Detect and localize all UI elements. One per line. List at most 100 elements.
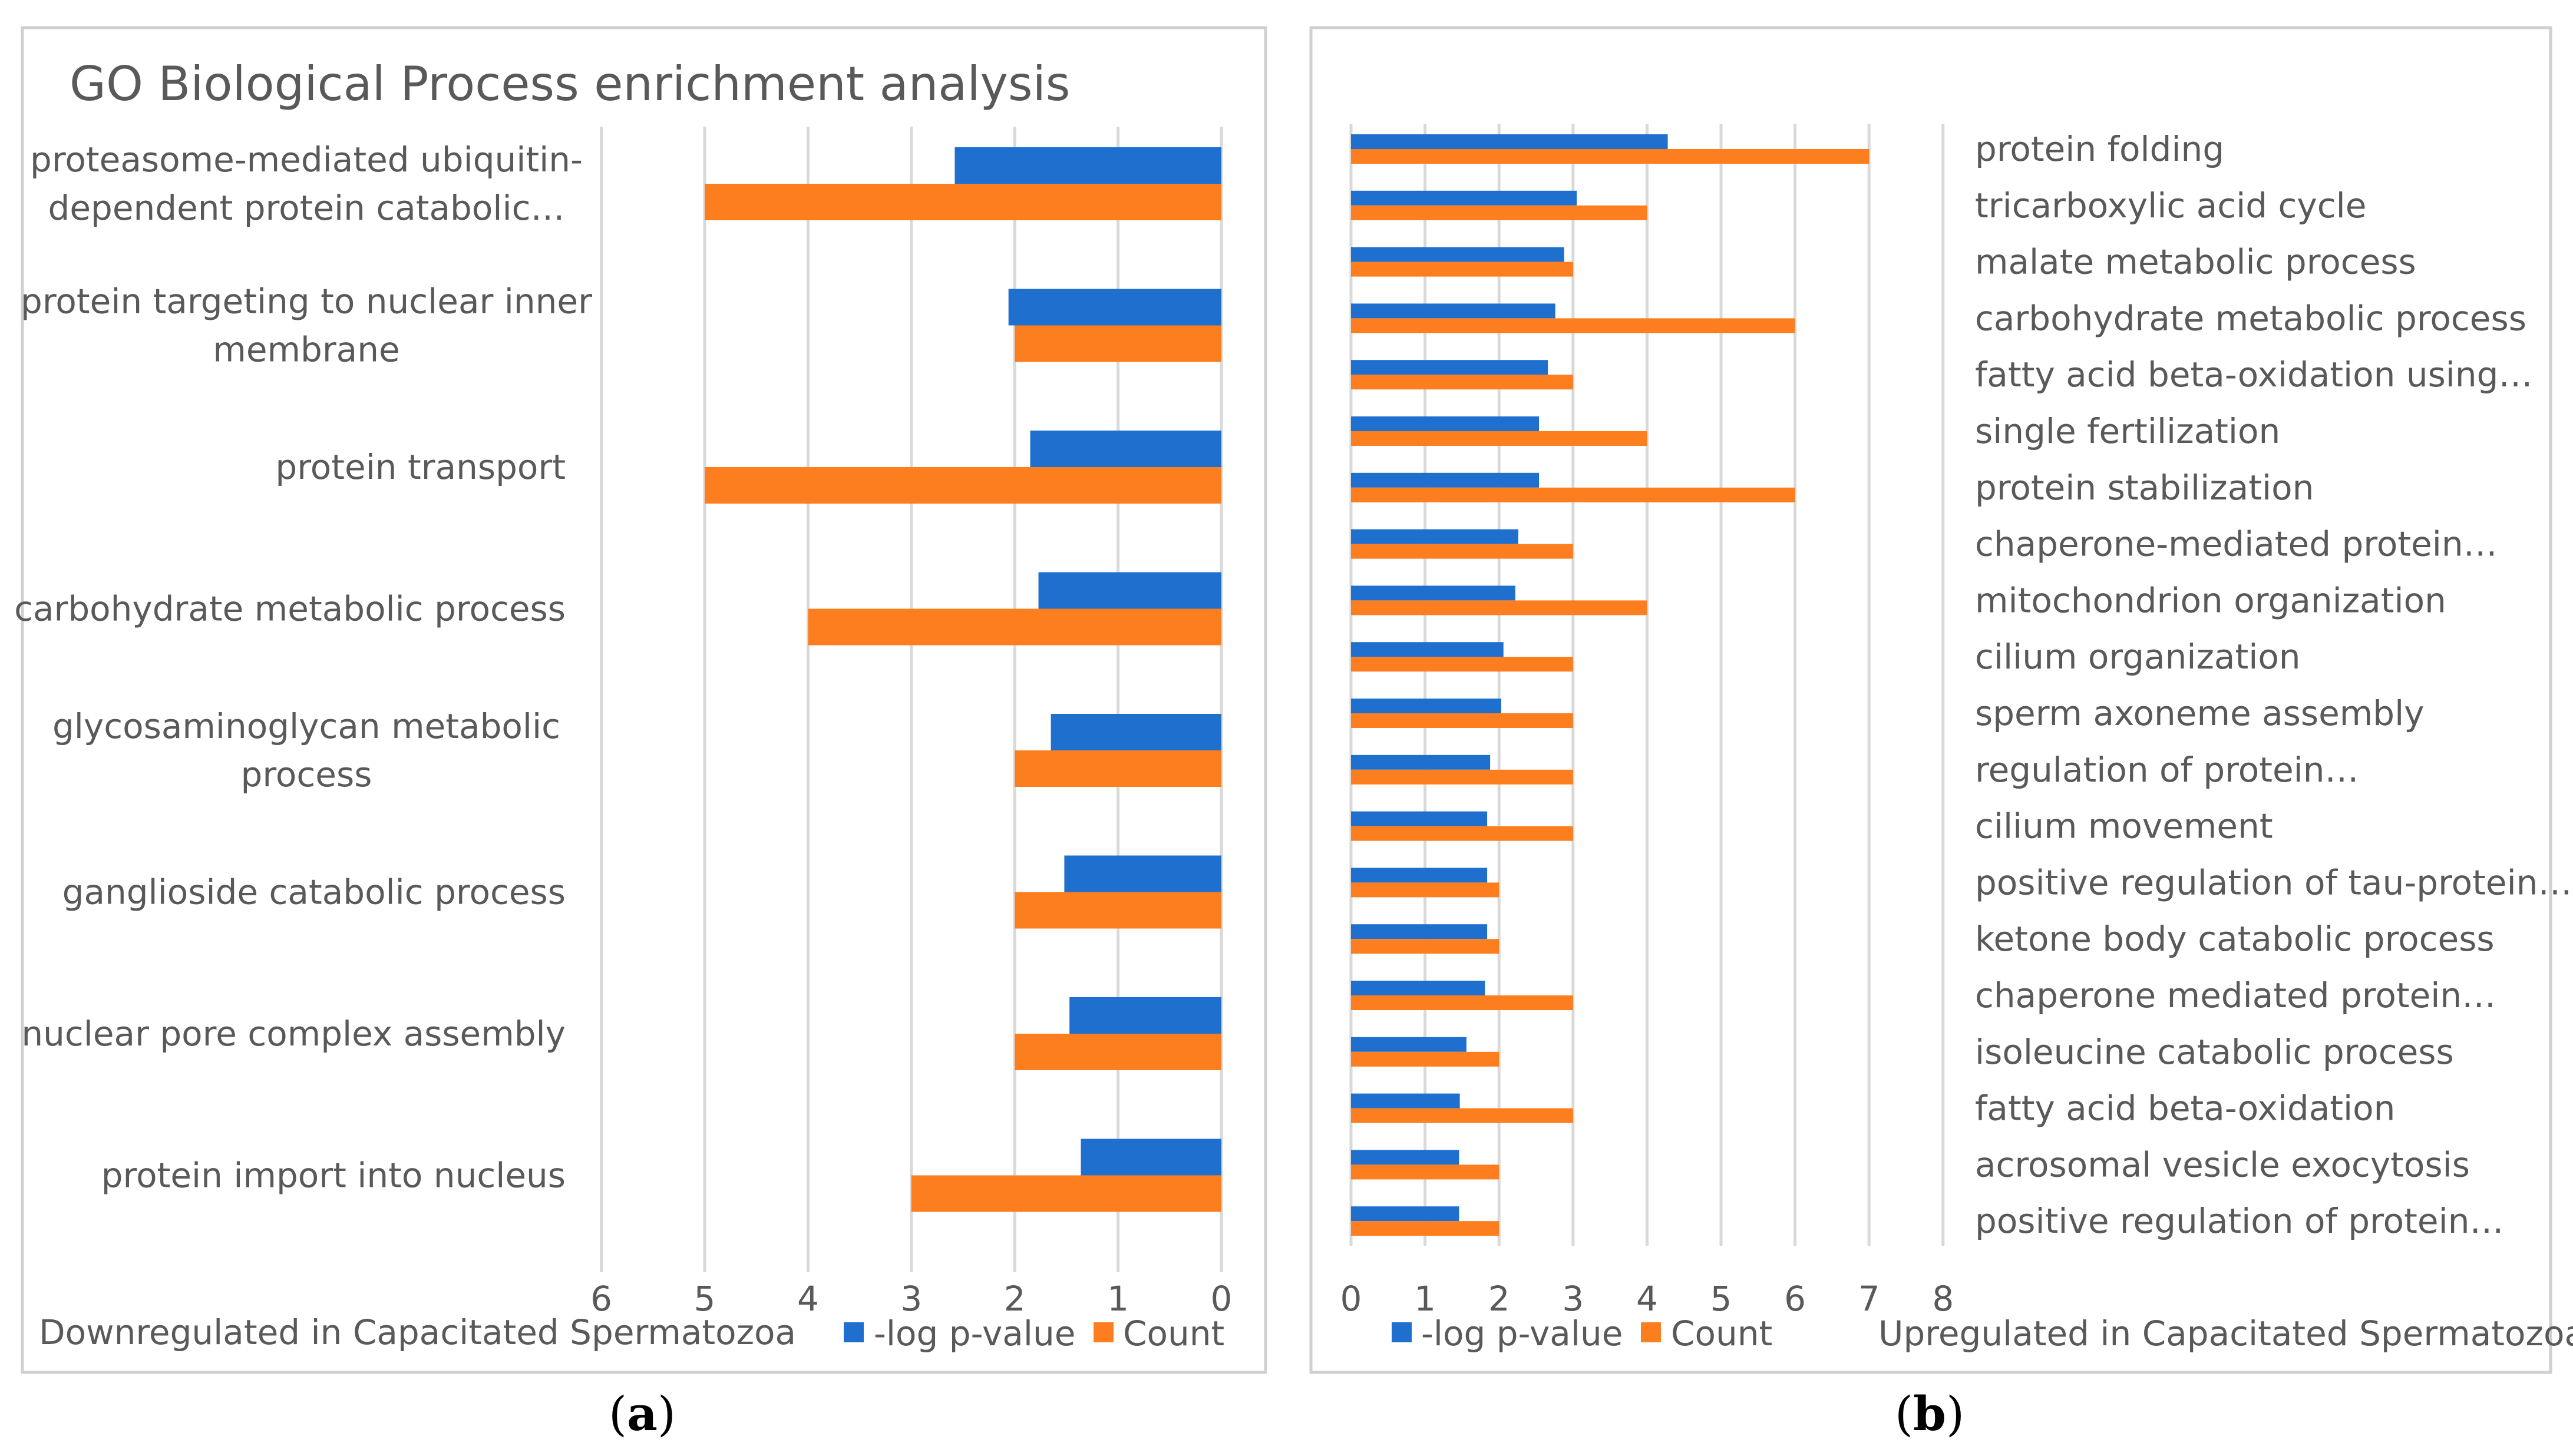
bar-b-neglogp-17 [1351,1093,1460,1108]
panel-a-category-label: membrane [213,330,399,370]
bar-b-count-11 [1351,769,1573,785]
panel-b-category-label: tricarboxylic acid cycle [1975,186,2366,226]
bar-a-neglogp-3 [1038,572,1221,609]
bar-a-count-4 [1015,750,1221,787]
panel-b-category-label: chaperone mediated protein… [1975,975,2496,1015]
bar-b-neglogp-9 [1351,642,1504,657]
panel-b-x-tick-label: 2 [1488,1279,1510,1319]
bar-b-count-9 [1351,657,1573,672]
bar-b-count-0 [1351,149,1870,164]
panel-a-x-tick-label: 3 [900,1279,922,1319]
bar-b-neglogp-13 [1351,868,1488,883]
panel-a-category-label: protein targeting to nuclear inner [21,282,592,322]
bar-b-neglogp-14 [1351,924,1488,939]
panel-b-category-label: ketone body catabolic process [1975,919,2495,959]
bar-b-count-8 [1351,600,1647,616]
bar-b-neglogp-6 [1351,472,1540,488]
bar-a-count-5 [1015,892,1221,929]
bar-b-neglogp-10 [1351,699,1501,713]
panel-a-category-label: nuclear pore complex assembly [21,1014,566,1054]
legend-a-swatch-2 [1094,1322,1114,1342]
bar-b-count-16 [1351,1051,1499,1067]
panel-b-category-label: fatty acid beta-oxidation using… [1975,355,2533,395]
bar-a-neglogp-1 [1008,289,1221,326]
legend-b-swatch-1 [1392,1322,1412,1342]
panel-b-xlabel: Upregulated in Capacitated Spermatozoa [1878,1313,2573,1354]
panel-b-category-label: positive regulation of tau-protein… [1975,862,2572,902]
panel-a-x-tick-label: 2 [1004,1279,1026,1319]
panel-a: GO Biological Process enrichment analysi… [14,26,1267,1441]
panel-b-category-label: acrosomal vesicle exocytosis [1975,1144,2470,1184]
panel-b-category-label: sperm axoneme assembly [1975,693,2425,733]
panel-b-caption-letter: b [1913,1386,1946,1441]
panel-b-x-tick-label: 6 [1784,1279,1806,1319]
bar-b-count-7 [1351,544,1573,559]
bar-a-neglogp-2 [1030,431,1221,467]
bar-b-count-3 [1351,318,1795,333]
panel-a-title: GO Biological Process enrichment analysi… [70,57,1070,111]
panel-a-x-tick-label: 1 [1107,1279,1129,1319]
legend-a-label-1: -log p-value [874,1313,1075,1354]
panel-b-x-tick-label: 0 [1340,1279,1362,1319]
bar-b-neglogp-0 [1351,134,1668,149]
panel-a-x-tick-label: 6 [590,1279,612,1319]
bar-b-count-6 [1351,487,1795,502]
bar-a-neglogp-6 [1069,997,1221,1034]
panel-b-category-label: malate metabolic process [1975,242,2416,282]
panel-a-category-label: dependent protein catabolic… [48,188,565,228]
panel-b-category-label: carbohydrate metabolic process [1975,298,2526,338]
panel-a-category-label: ganglioside catabolic process [62,872,566,912]
panel-b-category-label: protein folding [1975,129,2224,169]
bar-b-count-18 [1351,1164,1499,1180]
bar-b-neglogp-3 [1351,303,1555,319]
bar-b-count-4 [1351,375,1573,390]
bar-b-count-14 [1351,939,1499,954]
bar-b-count-12 [1351,826,1573,841]
panel-b-category-label: cilium movement [1975,806,2273,846]
bar-a-neglogp-7 [1081,1139,1221,1176]
panel-b-category-label: chaperone-mediated protein… [1975,524,2498,564]
panel-b: protein folding tricarboxylic acid cycle m… [1309,26,2573,1441]
bar-b-neglogp-16 [1351,1037,1466,1052]
panel-a-legend: -log p-value Count [844,1313,1224,1354]
panel-b-x-tick-label: 4 [1636,1279,1658,1319]
panel-b-category-label: regulation of protein… [1975,750,2359,790]
panel-a-caption-letter: a [627,1386,658,1441]
panel-b-x-tick-label: 8 [1932,1279,1954,1319]
panel-b-category-label: fatty acid beta-oxidation [1975,1088,2395,1129]
bar-b-count-19 [1351,1221,1499,1236]
bar-b-neglogp-12 [1351,811,1488,826]
panel-a-x-tick-label: 0 [1211,1279,1233,1319]
legend-a-swatch-1 [844,1322,864,1342]
bar-b-neglogp-1 [1351,190,1577,206]
bar-a-count-1 [1015,325,1221,362]
panel-a-category-label: glycosaminoglycan metabolic [52,706,560,746]
panel-a-category-label: process [241,755,372,795]
panel-a-category-label: carbohydrate metabolic process [14,589,566,629]
bar-b-neglogp-19 [1351,1206,1459,1222]
bar-b-neglogp-18 [1351,1150,1459,1165]
legend-b-swatch-2 [1641,1322,1661,1342]
panel-b-x-tick-label: 5 [1710,1279,1732,1319]
panel-a-category-label: protein import into nucleus [101,1156,566,1196]
bar-b-count-2 [1351,262,1573,277]
bar-b-neglogp-15 [1351,981,1485,995]
bar-b-count-10 [1351,713,1573,728]
panel-a-caption: (a) [609,1386,676,1441]
legend-b-label-1: -log p-value [1421,1313,1623,1354]
panel-b-caption: (b) [1895,1386,1964,1441]
bar-b-neglogp-7 [1351,529,1518,544]
panel-a-x-tick-label: 5 [694,1279,716,1319]
bar-b-neglogp-2 [1351,247,1564,262]
bar-b-count-17 [1351,1108,1573,1123]
bar-b-count-5 [1351,431,1647,446]
bar-a-count-2 [705,467,1221,504]
bar-a-count-0 [705,184,1221,220]
bar-a-neglogp-4 [1051,714,1221,750]
bar-a-count-3 [808,608,1221,646]
bar-b-count-13 [1351,882,1499,898]
panel-b-x-tick-label: 7 [1858,1279,1880,1319]
panel-a-frame [21,26,1267,1374]
panel-b-x-tick-label: 1 [1414,1279,1436,1319]
bar-a-count-7 [911,1175,1221,1212]
